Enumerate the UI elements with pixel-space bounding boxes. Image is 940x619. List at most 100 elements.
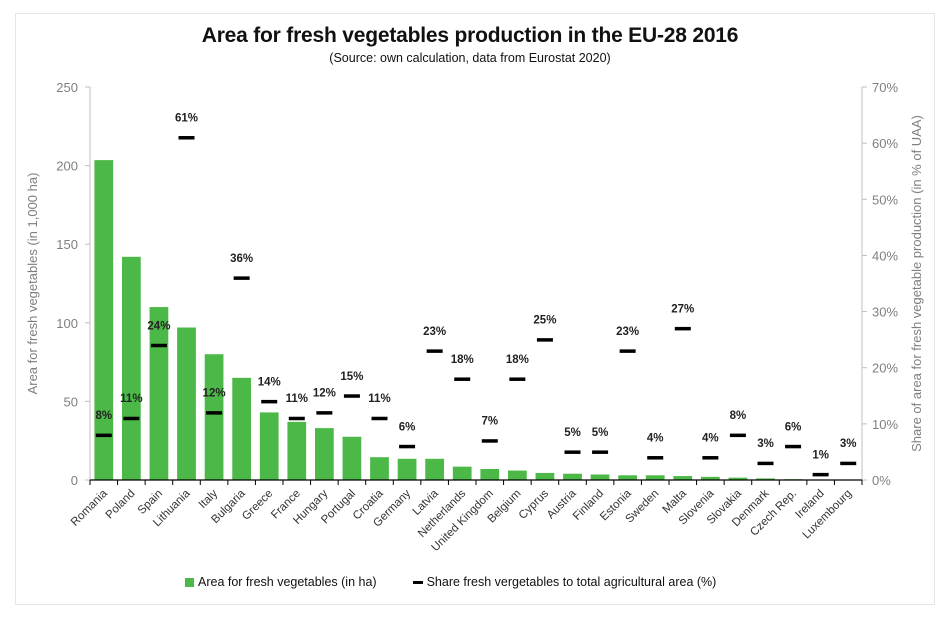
share-marker — [812, 472, 829, 477]
share-marker — [757, 461, 774, 466]
share-marker — [454, 377, 471, 381]
share-data-label: 25% — [533, 315, 556, 327]
bar — [728, 477, 748, 480]
chart-title: Area for fresh vegetables production in … — [201, 24, 739, 47]
share-marker — [592, 450, 609, 454]
bar — [232, 377, 252, 480]
share-data-label: 23% — [616, 326, 639, 338]
share-data-label: 8% — [730, 410, 747, 422]
bar — [507, 470, 527, 480]
bar — [177, 327, 196, 480]
x-category-label: Romania — [69, 487, 110, 528]
share-marker — [536, 338, 553, 342]
share-data-label: 7% — [481, 416, 498, 428]
bar — [590, 474, 610, 480]
y-tick-label-right: 20% — [872, 361, 898, 376]
share-data-label: 12% — [203, 388, 226, 400]
share-data-label: 36% — [230, 253, 253, 265]
bar — [287, 421, 307, 480]
x-category-label: Luxembourg — [801, 488, 855, 542]
share-marker — [564, 450, 581, 454]
bar — [149, 307, 169, 480]
bar — [480, 468, 500, 480]
legend-label-area: Area for fresh vegetables (in ha) — [198, 575, 377, 589]
y-tick-label-right: 70% — [872, 80, 898, 95]
share-marker — [316, 411, 333, 415]
bar — [756, 478, 775, 480]
bar — [204, 354, 224, 480]
share-data-label: 3% — [757, 438, 774, 450]
y-tick-label-left: 50 — [64, 394, 78, 409]
chart-frame — [15, 13, 935, 605]
y-tick-label-left: 150 — [56, 237, 78, 252]
share-data-label: 1% — [812, 449, 829, 461]
y-tick-label-right: 30% — [872, 305, 898, 320]
share-marker — [371, 416, 388, 421]
share-data-label: 11% — [368, 393, 390, 405]
share-data-label: 27% — [671, 303, 694, 315]
chart-subtitle: (Source: own calculation, data from Euro… — [329, 51, 611, 65]
y-tick-label-right: 10% — [872, 417, 898, 432]
share-data-label: 8% — [95, 410, 112, 422]
bar — [535, 472, 555, 480]
bar — [121, 256, 141, 480]
bar — [314, 428, 334, 480]
share-marker — [729, 433, 746, 438]
bar — [425, 458, 445, 480]
bar — [563, 473, 582, 480]
y-tick-label-left: 0 — [71, 473, 78, 488]
share-data-label: 4% — [647, 433, 664, 445]
y-tick-label-right: 40% — [872, 248, 898, 263]
legend-swatch-bar — [185, 577, 194, 587]
share-marker — [150, 343, 167, 348]
share-marker — [702, 456, 719, 460]
x-category-label: Cyprus — [517, 487, 551, 521]
share-data-label: 18% — [506, 354, 529, 366]
share-data-label: 12% — [313, 388, 336, 400]
y-tick-label-left: 250 — [56, 80, 78, 95]
share-data-label: 14% — [258, 376, 281, 388]
share-data-label: 15% — [340, 371, 363, 383]
bar — [452, 466, 472, 480]
x-category-label: Greece — [240, 488, 275, 523]
y-axis-title-right: Share of area for fresh vegetable produc… — [909, 115, 924, 452]
share-marker — [426, 349, 443, 353]
legend-swatch-marker — [412, 580, 423, 584]
bar — [370, 457, 389, 480]
share-data-label: 11% — [286, 393, 308, 405]
bar — [342, 436, 362, 480]
bar — [259, 412, 279, 480]
y-tick-label-left: 100 — [56, 316, 78, 331]
share-marker — [178, 136, 195, 140]
x-category-label: Italy — [197, 487, 221, 511]
bar — [673, 476, 693, 480]
bar — [645, 475, 665, 480]
share-marker — [509, 377, 526, 381]
share-data-label: 6% — [785, 421, 802, 433]
bar — [397, 458, 417, 480]
bar — [94, 160, 114, 480]
share-marker — [233, 276, 250, 280]
share-data-label: 23% — [423, 326, 446, 338]
share-data-label: 24% — [147, 320, 170, 332]
legend: Area for fresh vegetables (in ha) Share … — [185, 575, 716, 589]
share-marker — [619, 349, 636, 353]
bar — [700, 476, 720, 480]
share-data-label: 3% — [840, 438, 857, 450]
legend-label-share: Share fresh vergetables to total agricul… — [426, 575, 717, 589]
share-data-label: 61% — [175, 113, 198, 125]
share-marker — [95, 433, 112, 438]
share-marker — [261, 399, 278, 404]
y-tick-label-left: 200 — [56, 159, 78, 174]
share-data-label: 5% — [592, 427, 609, 439]
share-data-label: 18% — [451, 354, 474, 366]
share-data-label: 4% — [702, 433, 719, 445]
y-tick-label-right: 0% — [872, 473, 891, 488]
legend-item-share: Share fresh vergetables to total agricul… — [412, 575, 717, 589]
share-marker — [647, 456, 664, 460]
y-axis-title-left: Area for fresh vegetables (in 1,000 ha) — [25, 173, 40, 395]
share-data-label: 6% — [399, 421, 416, 433]
share-marker — [399, 444, 416, 449]
share-marker — [206, 411, 223, 415]
